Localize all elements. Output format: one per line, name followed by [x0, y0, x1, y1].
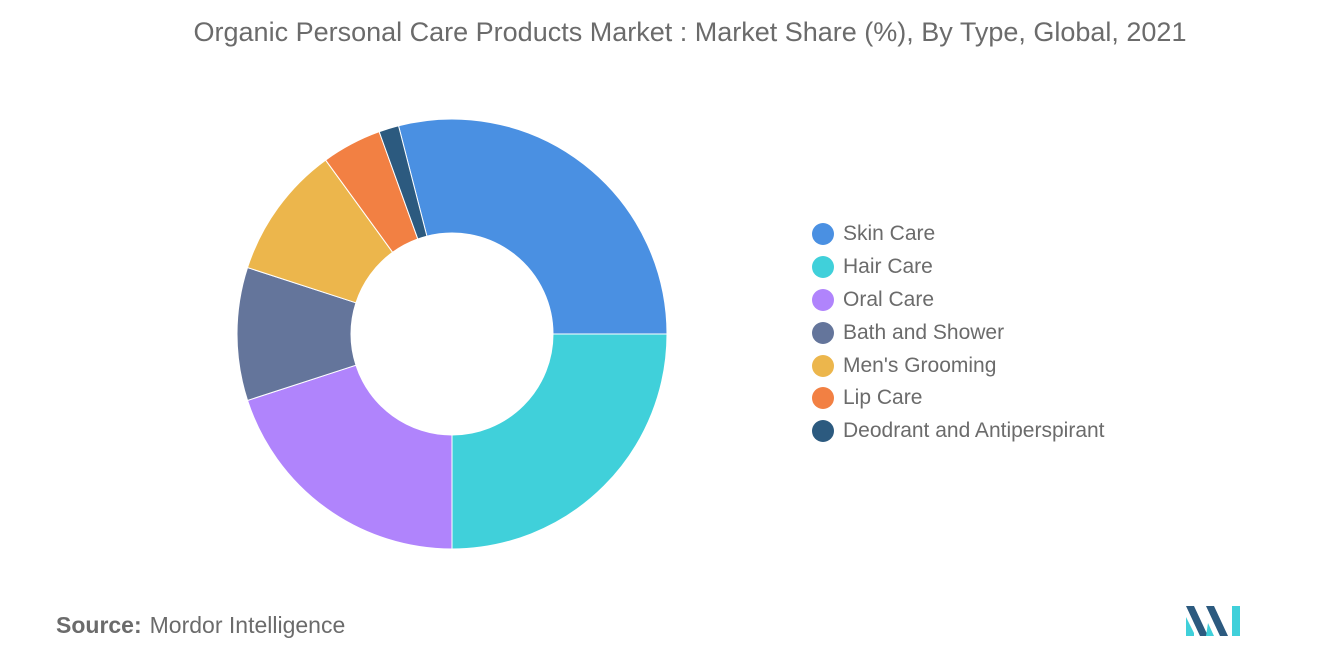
- legend-item-skin-care: Skin Care: [812, 218, 1105, 251]
- chart-legend: Skin Care Hair Care Oral Care Bath and Show…: [812, 218, 1105, 448]
- legend-item-deodrant-and-antiperspirant: Deodrant and Antiperspirant: [812, 415, 1105, 448]
- legend-label: Hair Care: [843, 255, 933, 279]
- legend-swatch: [812, 288, 834, 311]
- legend-label: Skin Care: [843, 222, 936, 246]
- legend-label: Bath and Shower: [843, 320, 1005, 344]
- legend-item-lip-care: Lip Care: [812, 382, 1105, 415]
- legend-label: Lip Care: [843, 386, 923, 410]
- slice-oral-care: [246, 364, 453, 550]
- mordor-intelligence-logo-icon: [1186, 606, 1240, 636]
- source-text: Mordor Intelligence: [149, 612, 346, 638]
- legend-swatch: [812, 321, 834, 344]
- legend-item-bath-and-shower: Bath and Shower: [812, 316, 1105, 349]
- legend-item-hair-care: Hair Care: [812, 251, 1105, 284]
- slice-skin-care: [397, 118, 668, 335]
- legend-swatch: [812, 256, 834, 279]
- slice-hair-care: [451, 333, 668, 550]
- chart-title: Organic Personal Care Products Market : …: [193, 17, 1187, 47]
- legend-swatch: [812, 354, 834, 377]
- source-note: Source: Mordor Intelligence: [56, 612, 345, 639]
- legend-swatch: [812, 223, 834, 246]
- legend-item-oral-care: Oral Care: [812, 284, 1105, 317]
- legend-item-men-s-grooming: Men's Grooming: [812, 349, 1105, 382]
- legend-label: Men's Grooming: [843, 353, 997, 377]
- source-label: Source:: [56, 612, 142, 638]
- legend-swatch: [812, 420, 834, 443]
- donut-slices: [236, 118, 668, 550]
- legend-swatch: [812, 387, 834, 410]
- legend-label: Oral Care: [843, 287, 935, 311]
- slice-deodrant-and-antiperspirant: [378, 125, 428, 240]
- legend-label: Deodrant and Antiperspirant: [843, 419, 1105, 443]
